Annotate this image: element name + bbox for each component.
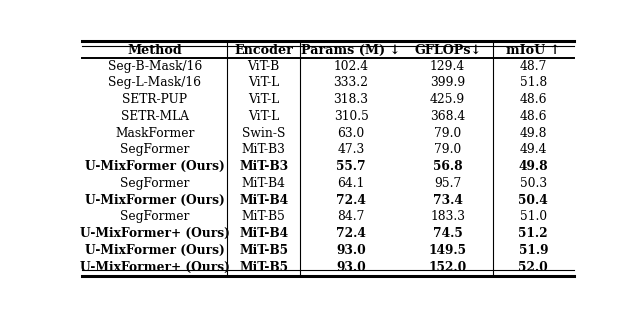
Text: MiT-B5: MiT-B5 [239,244,288,257]
Text: Encoder: Encoder [234,44,293,57]
Text: 51.9: 51.9 [518,244,548,257]
Text: 149.5: 149.5 [429,244,467,257]
Text: 79.0: 79.0 [434,127,461,140]
Text: Swin-S: Swin-S [242,127,285,140]
Text: 93.0: 93.0 [336,261,366,274]
Text: GFLOPs↓: GFLOPs↓ [414,44,481,57]
Text: 79.0: 79.0 [434,143,461,156]
Text: 48.6: 48.6 [520,93,547,106]
Text: 49.8: 49.8 [518,160,548,173]
Text: 152.0: 152.0 [428,261,467,274]
Text: 52.0: 52.0 [518,261,548,274]
Text: MiT-B4: MiT-B4 [242,177,285,190]
Text: 72.4: 72.4 [336,227,366,240]
Text: Method: Method [127,44,182,57]
Text: 49.4: 49.4 [520,143,547,156]
Text: MiT-B5: MiT-B5 [239,261,288,274]
Text: ViT-L: ViT-L [248,110,279,123]
Text: 63.0: 63.0 [337,127,365,140]
Text: 318.3: 318.3 [333,93,369,106]
Text: U-MixFormer (Ours): U-MixFormer (Ours) [85,194,225,207]
Text: U-MixFormer (Ours): U-MixFormer (Ours) [85,160,225,173]
Text: MiT-B4: MiT-B4 [239,227,288,240]
Text: 47.3: 47.3 [337,143,365,156]
Text: SETR-PUP: SETR-PUP [122,93,188,106]
Text: Seg-B-Mask/16: Seg-B-Mask/16 [108,59,202,72]
Text: SegFormer: SegFormer [120,211,189,223]
Text: ViT-L: ViT-L [248,93,279,106]
Text: SegFormer: SegFormer [120,143,189,156]
Text: 56.8: 56.8 [433,160,462,173]
Text: 72.4: 72.4 [336,194,366,207]
Text: 310.5: 310.5 [333,110,369,123]
Text: MaskFormer: MaskFormer [115,127,195,140]
Text: 84.7: 84.7 [337,211,365,223]
Text: MiT-B3: MiT-B3 [239,160,288,173]
Text: 129.4: 129.4 [430,59,465,72]
Text: 425.9: 425.9 [430,93,465,106]
Text: 333.2: 333.2 [333,76,369,89]
Text: 93.0: 93.0 [336,244,366,257]
Text: 51.8: 51.8 [520,76,547,89]
Text: 49.8: 49.8 [520,127,547,140]
Text: 368.4: 368.4 [430,110,465,123]
Text: 48.6: 48.6 [520,110,547,123]
Text: 50.4: 50.4 [518,194,548,207]
Text: 95.7: 95.7 [434,177,461,190]
Text: 55.7: 55.7 [336,160,366,173]
Text: mIoU ↑: mIoU ↑ [506,44,561,57]
Text: 50.3: 50.3 [520,177,547,190]
Text: U-MixFormer (Ours): U-MixFormer (Ours) [85,244,225,257]
Text: ViT-B: ViT-B [248,59,280,72]
Text: 183.3: 183.3 [430,211,465,223]
Text: 73.4: 73.4 [433,194,463,207]
Text: MiT-B5: MiT-B5 [242,211,285,223]
Text: Params (M) ↓: Params (M) ↓ [301,44,401,57]
Text: 51.2: 51.2 [518,227,548,240]
Text: 48.7: 48.7 [520,59,547,72]
Text: ViT-L: ViT-L [248,76,279,89]
Text: U-MixFormer+ (Ours): U-MixFormer+ (Ours) [80,227,230,240]
Text: MiT-B4: MiT-B4 [239,194,288,207]
Text: U-MixFormer+ (Ours): U-MixFormer+ (Ours) [80,261,230,274]
Text: 102.4: 102.4 [333,59,369,72]
Text: MiT-B3: MiT-B3 [242,143,285,156]
Text: 64.1: 64.1 [337,177,365,190]
Text: 74.5: 74.5 [433,227,463,240]
Text: 399.9: 399.9 [430,76,465,89]
Text: SETR-MLA: SETR-MLA [121,110,189,123]
Text: 51.0: 51.0 [520,211,547,223]
Text: SegFormer: SegFormer [120,177,189,190]
Text: Seg-L-Mask/16: Seg-L-Mask/16 [108,76,202,89]
